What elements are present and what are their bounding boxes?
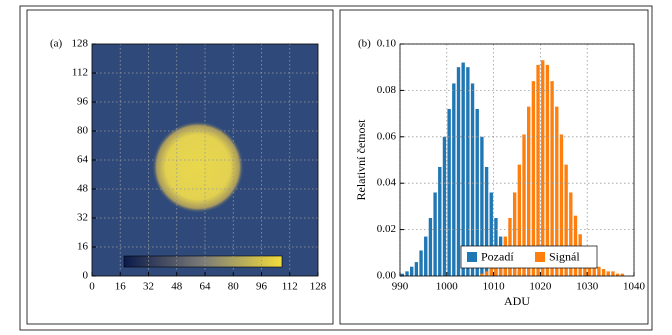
x-tick-label: 128 <box>310 281 327 293</box>
legend-swatch <box>535 252 545 262</box>
y-tick-label: 0.02 <box>377 223 396 235</box>
y-tick-label: 0.04 <box>377 177 397 189</box>
bar <box>443 137 446 276</box>
image-disc <box>152 121 244 213</box>
x-tick-label: 0 <box>89 281 95 293</box>
bar <box>415 262 418 276</box>
bar <box>485 271 488 276</box>
bar <box>447 109 450 276</box>
x-tick-label: 48 <box>171 281 183 293</box>
bar <box>597 267 600 276</box>
x-tick-label: 990 <box>392 281 409 293</box>
y-tick-label: 112 <box>72 67 88 79</box>
bar <box>424 237 427 276</box>
bar <box>419 250 422 276</box>
bar <box>546 65 549 276</box>
x-axis-label: ADU <box>504 294 530 308</box>
page: {"chart_data":[ {"type":"image","title":… <box>0 0 672 335</box>
y-tick-label: 64 <box>77 154 89 166</box>
figure: 0 16 32 48 64 80 96 112 128 0 16 32 48 64 80 96 112 128 (a… <box>0 0 672 335</box>
y-axis-label: Relativní četnost <box>354 119 368 201</box>
bar <box>611 271 614 276</box>
bar <box>607 271 610 276</box>
x-tick-label: 80 <box>228 281 240 293</box>
colorbar <box>124 256 282 267</box>
legend-label: Pozadí <box>481 249 514 263</box>
bar <box>405 271 408 276</box>
panel-label: (b) <box>358 38 371 50</box>
y-tick-label: 0.00 <box>377 270 397 282</box>
x-tick-label: 96 <box>256 281 268 293</box>
panel-label: (a) <box>50 38 63 50</box>
y-tick-label: 128 <box>72 38 89 50</box>
legend-label: Signál <box>549 249 580 263</box>
bar <box>452 83 455 276</box>
bar <box>433 192 436 276</box>
bar <box>602 269 605 276</box>
bar <box>429 218 432 276</box>
bar <box>410 267 413 276</box>
y-tick-label: 0.08 <box>377 84 397 96</box>
y-tick-label: 96 <box>77 96 89 108</box>
x-tick-label: 64 <box>200 281 212 293</box>
x-tick-label: 16 <box>115 281 127 293</box>
bar <box>466 67 469 276</box>
x-tick-label: 112 <box>282 281 298 293</box>
y-tick-label: 0.10 <box>377 38 397 50</box>
bar <box>457 67 460 276</box>
legend-swatch <box>467 252 477 262</box>
x-tick-label: 1010 <box>483 281 506 293</box>
x-tick-label: 1000 <box>436 281 459 293</box>
x-tick-label: 1030 <box>576 281 599 293</box>
y-tick-label: 32 <box>77 212 88 224</box>
bar <box>541 60 544 276</box>
bar <box>536 65 539 276</box>
x-tick-label: 1040 <box>623 281 646 293</box>
y-tick-label: 0 <box>83 270 89 282</box>
x-tick-label: 1020 <box>529 281 552 293</box>
y-tick-label: 80 <box>77 125 89 137</box>
x-tick-label: 32 <box>143 281 154 293</box>
bar <box>461 63 464 276</box>
y-tick-label: 48 <box>77 183 89 195</box>
y-tick-label: 0.06 <box>377 130 397 142</box>
y-tick-label: 16 <box>77 241 89 253</box>
